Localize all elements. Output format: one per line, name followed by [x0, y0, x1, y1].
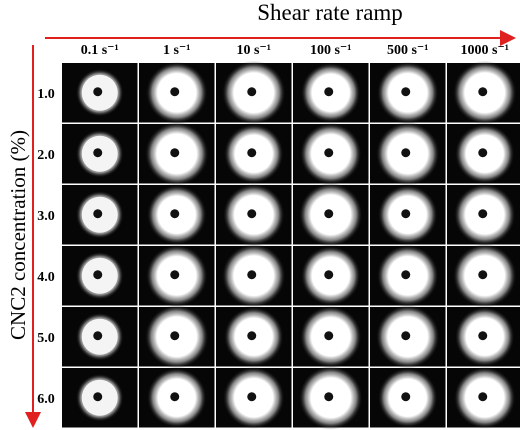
- axis-label: CNC2 concentration (%): [6, 130, 30, 340]
- center-hole: [247, 392, 257, 402]
- center-hole: [324, 209, 334, 219]
- center-hole: [401, 392, 411, 402]
- column-header: 1 s⁻¹: [163, 43, 191, 58]
- column-header: 100 s⁻¹: [310, 43, 352, 58]
- center-hole: [324, 331, 334, 341]
- center-hole: [170, 392, 180, 402]
- column-header: 0.1 s⁻¹: [81, 43, 119, 58]
- row-label: 2.0: [37, 148, 55, 163]
- title: Shear rate ramp: [257, 0, 403, 25]
- center-hole: [401, 87, 411, 97]
- center-hole: [401, 270, 411, 280]
- center-hole: [324, 392, 334, 402]
- row-label: 5.0: [37, 331, 55, 346]
- center-hole: [247, 87, 257, 97]
- center-hole: [170, 270, 180, 280]
- image-grid: 0.1 s⁻¹ 1 s⁻¹ 10 s⁻¹ 100 s⁻¹ 500 s⁻¹ 1000 s⁻¹…: [37, 43, 520, 430]
- column-header: 10 s⁻¹: [236, 43, 271, 58]
- center-hole: [324, 270, 334, 280]
- center-hole: [247, 148, 257, 158]
- center-hole: [401, 331, 411, 341]
- center-hole: [401, 209, 411, 219]
- center-hole: [247, 209, 257, 219]
- center-hole: [247, 270, 257, 280]
- center-hole: [478, 392, 488, 402]
- row-label: 3.0: [37, 209, 55, 224]
- center-hole: [478, 148, 488, 158]
- center-hole: [170, 87, 180, 97]
- center-hole: [93, 331, 103, 341]
- center-hole: [478, 87, 488, 97]
- center-hole: [170, 331, 180, 341]
- center-hole: [93, 209, 103, 219]
- center-hole: [324, 148, 334, 158]
- center-hole: [247, 331, 257, 341]
- center-hole: [170, 148, 180, 158]
- center-hole: [478, 270, 488, 280]
- center-hole: [478, 331, 488, 341]
- center-hole: [93, 87, 103, 97]
- row-label: 1.0: [37, 87, 55, 102]
- column-header: 1000 s⁻¹: [460, 43, 509, 58]
- column-header: 500 s⁻¹: [387, 43, 429, 58]
- center-hole: [324, 87, 334, 97]
- center-hole: [170, 209, 180, 219]
- center-hole: [93, 148, 103, 158]
- center-hole: [93, 270, 103, 280]
- row-label: 6.0: [37, 392, 55, 407]
- center-hole: [93, 392, 103, 402]
- center-hole: [401, 148, 411, 158]
- row-label: 4.0: [37, 270, 55, 285]
- center-hole: [478, 209, 488, 219]
